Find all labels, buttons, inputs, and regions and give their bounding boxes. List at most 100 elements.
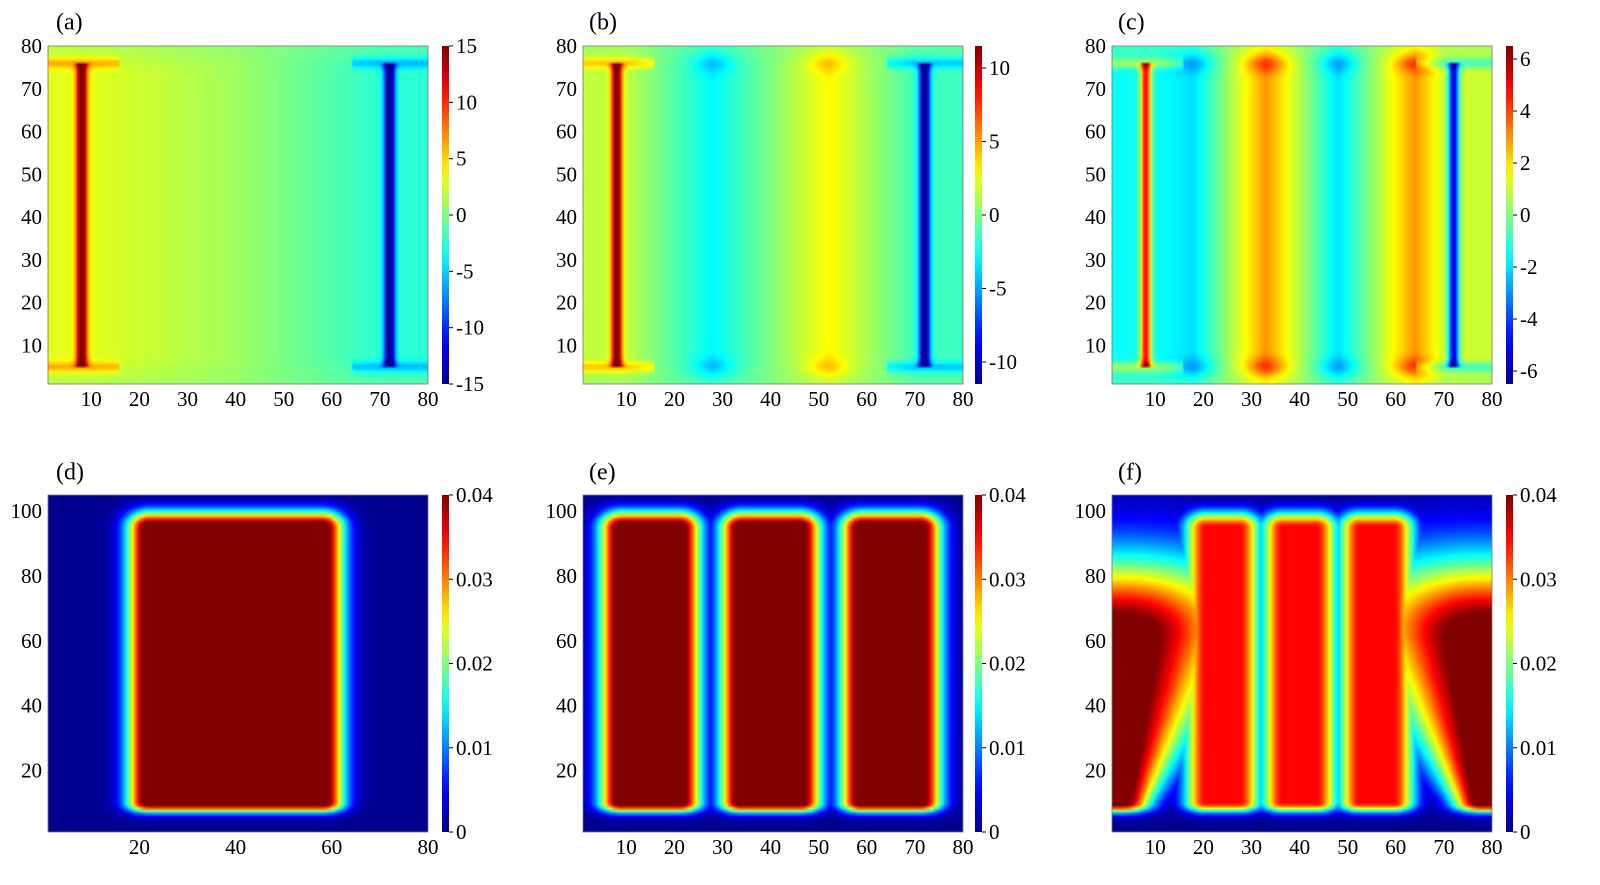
y-tick-label: 10	[1085, 333, 1106, 357]
panel-label: (e)	[589, 460, 616, 486]
y-tick-label: 40	[1085, 205, 1106, 229]
y-tick-label: 60	[556, 629, 577, 653]
colorbar-tick-label: 0.02	[456, 652, 493, 676]
x-tick-label: 20	[1193, 835, 1214, 859]
heatmap-field	[583, 495, 963, 832]
x-tick-label: 40	[225, 835, 246, 859]
plot-frame	[1111, 494, 1493, 833]
x-tick-label: 80	[953, 835, 974, 859]
x-tick-label: 20	[129, 835, 150, 859]
x-tick-label: 80	[418, 835, 439, 859]
x-tick-label: 40	[1289, 387, 1310, 411]
x-tick-label: 30	[1241, 835, 1262, 859]
x-tick-label: 70	[1433, 387, 1454, 411]
colorbar	[442, 495, 449, 832]
x-tick-label: 80	[1482, 387, 1503, 411]
y-tick-label: 70	[556, 77, 577, 101]
colorbar-tick-label: -5	[456, 259, 474, 283]
x-tick-label: 40	[760, 387, 781, 411]
x-tick-label: 50	[1337, 835, 1358, 859]
plot-frame	[47, 45, 429, 385]
y-tick-label: 10	[21, 333, 42, 357]
y-tick-label: 20	[21, 291, 42, 315]
colorbar-tick-label: 15	[456, 34, 477, 58]
colorbar	[442, 46, 449, 384]
y-tick-label: 40	[21, 694, 42, 718]
y-tick-label: 80	[21, 564, 42, 588]
x-tick-label: 60	[856, 835, 877, 859]
colorbar-tick-label: -6	[1520, 359, 1538, 383]
colorbar-tick-label: -5	[989, 276, 1007, 300]
y-tick-label: 50	[1085, 162, 1106, 186]
x-tick-label: 40	[1289, 835, 1310, 859]
colorbar	[1506, 46, 1513, 384]
colorbar-tick-label: 0.04	[456, 483, 493, 507]
x-tick-label: 20	[664, 387, 685, 411]
colorbar-tick-label: 0.01	[989, 736, 1026, 760]
colorbar-tick-label: 0	[989, 820, 1000, 844]
y-tick-label: 20	[21, 758, 42, 782]
colorbar-tick-label: -15	[456, 372, 484, 396]
y-tick-label: 80	[556, 34, 577, 58]
y-tick-label: 40	[21, 205, 42, 229]
colorbar-tick-label: -10	[989, 350, 1017, 374]
y-tick-label: 60	[556, 120, 577, 144]
x-tick-label: 70	[1433, 835, 1454, 859]
x-tick-label: 60	[1385, 387, 1406, 411]
panel-label: (d)	[56, 460, 84, 486]
x-tick-label: 60	[1385, 835, 1406, 859]
x-tick-label: 50	[1337, 387, 1358, 411]
colorbar	[975, 46, 982, 384]
panel-f: (f) 10 20 30 40 50 60 70 80 20 40 60 80 100 0.04 0.03 0.…	[1075, 460, 1558, 860]
x-tick-label: 80	[953, 387, 974, 411]
colorbar-tick-label: 0.04	[989, 483, 1026, 507]
heatmap-field	[583, 46, 963, 384]
colorbar-tick-label: 0.02	[989, 652, 1026, 676]
x-tick-label: 20	[664, 835, 685, 859]
x-tick-label: 80	[418, 387, 439, 411]
x-tick-label: 60	[321, 387, 342, 411]
x-tick-label: 70	[904, 387, 925, 411]
plot-frame	[582, 494, 964, 833]
panel-c: (c)10 20 30 40 50 60 70 8010203040506070806420-…	[1085, 10, 1538, 412]
colorbar-tick-label: 10	[989, 56, 1010, 80]
x-tick-label: 30	[712, 387, 733, 411]
y-tick-label: 40	[556, 694, 577, 718]
colorbar-tick-label: 6	[1520, 47, 1531, 71]
y-tick-label: 100	[1075, 499, 1107, 523]
x-tick-label: 20	[1193, 387, 1214, 411]
colorbar	[975, 495, 982, 832]
colorbar-tick-label: -2	[1520, 255, 1538, 279]
y-tick-label: 60	[1085, 120, 1106, 144]
y-tick-label: 20	[1085, 291, 1106, 315]
y-tick-label: 80	[556, 564, 577, 588]
y-tick-label: 80	[1085, 564, 1106, 588]
x-tick-label: 50	[808, 387, 829, 411]
y-tick-label: 100	[546, 499, 578, 523]
panel-label: (f)	[1118, 460, 1142, 486]
colorbar-tick-label: -4	[1520, 307, 1538, 331]
x-tick-label: 10	[1145, 835, 1166, 859]
colorbar-tick-label: 5	[456, 147, 467, 171]
colorbar-tick-label: 0.04	[1520, 483, 1557, 507]
y-tick-label: 20	[1085, 758, 1106, 782]
y-tick-label: 70	[1085, 77, 1106, 101]
y-tick-label: 70	[21, 77, 42, 101]
panel-label: (b)	[589, 10, 617, 36]
y-tick-label: 100	[11, 499, 43, 523]
y-tick-label: 50	[556, 162, 577, 186]
colorbar-tick-label: 0.01	[456, 736, 493, 760]
y-tick-label: 60	[1085, 629, 1106, 653]
panel-d: (d) 20 40 60 80 20 40 60 80 100 0.04 0.03 0.02 0.01 0	[11, 460, 494, 860]
colorbar-tick-label: 4	[1520, 99, 1531, 123]
y-tick-label: 20	[556, 291, 577, 315]
heatmap-field	[48, 46, 428, 384]
colorbar-tick-label: 0	[989, 203, 1000, 227]
y-tick-label: 80	[21, 34, 42, 58]
panel-label: (c)	[1118, 10, 1145, 36]
colorbar-tick-label: 10	[456, 90, 477, 114]
x-tick-label: 30	[1241, 387, 1262, 411]
x-tick-label: 60	[856, 387, 877, 411]
